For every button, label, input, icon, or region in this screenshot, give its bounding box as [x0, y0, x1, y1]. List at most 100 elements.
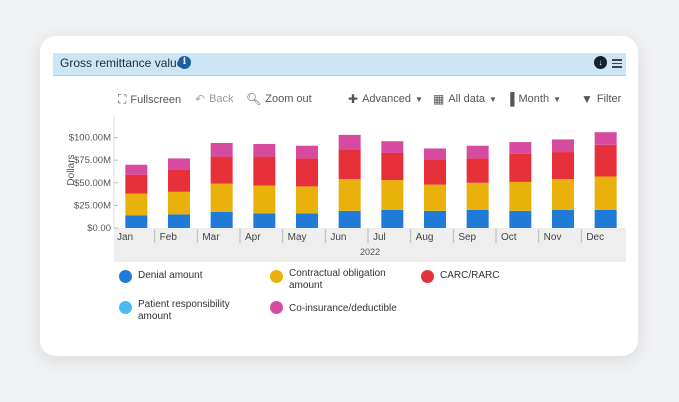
legend-label[interactable]: Contractual obligation amount — [289, 268, 386, 291]
legend-label[interactable]: CARC/RARC — [440, 270, 500, 281]
bar-segment-denial-amount[interactable] — [466, 209, 489, 228]
bar-segment-carc-rarc[interactable] — [296, 158, 318, 187]
y-tick-label: $75.00M — [74, 155, 111, 166]
bar-segment-carc-rarc[interactable] — [552, 152, 574, 180]
bar-segment-contractual-obligation-amount[interactable] — [296, 186, 318, 214]
x-tick-label: Oct — [501, 232, 517, 243]
bar-segment-contractual-obligation-amount[interactable] — [253, 185, 276, 214]
bar-segment-carc-rarc[interactable] — [210, 156, 233, 184]
x-tick-label: Sep — [458, 232, 476, 243]
filter-label: Filter — [596, 93, 622, 105]
bar-segment-denial-amount[interactable] — [594, 209, 617, 228]
chevron-down-icon: ▼ — [489, 94, 497, 104]
legend-marker[interactable] — [270, 301, 283, 314]
fullscreen-label: Fullscreen — [130, 93, 182, 106]
bar-segment-carc-rarc[interactable] — [466, 158, 489, 183]
x-tick-label: Aug — [416, 232, 434, 243]
legend-marker[interactable] — [119, 301, 132, 314]
bar-segment-co-insurance-deductible[interactable] — [466, 145, 489, 159]
legend-marker[interactable] — [421, 270, 434, 283]
bar-segment-co-insurance-deductible[interactable] — [594, 132, 617, 145]
bar-segment-denial-amount[interactable] — [210, 211, 233, 228]
download-icon[interactable]: ↓ — [594, 56, 607, 69]
back-label: Back — [209, 93, 234, 105]
x-tick-label: Nov — [544, 232, 562, 243]
bar-segment-denial-amount[interactable] — [509, 210, 532, 228]
bar-segment-carc-rarc[interactable] — [253, 156, 276, 186]
legend-label[interactable]: Patient responsibility amount — [138, 299, 230, 322]
advanced-label: Advanced — [362, 93, 411, 105]
bar-segment-contractual-obligation-amount[interactable] — [424, 184, 446, 211]
fullscreen-button[interactable]: ⛶ Fullscreen — [118, 92, 181, 107]
bar-segment-co-insurance-deductible[interactable] — [552, 139, 574, 153]
back-button[interactable]: ↶ Back — [195, 92, 234, 106]
y-tick-label: $25.00M — [74, 200, 111, 211]
all-data-button[interactable]: ▦ All data ▼ — [433, 92, 497, 106]
bar-segment-contractual-obligation-amount[interactable] — [210, 183, 233, 212]
bar-segment-co-insurance-deductible[interactable] — [168, 158, 190, 170]
bar-segment-carc-rarc[interactable] — [125, 174, 148, 194]
x-axis-band — [114, 228, 626, 262]
chart-title: Gross remittance value — [60, 56, 184, 70]
bar-segment-co-insurance-deductible[interactable] — [125, 164, 148, 175]
bar-segment-contractual-obligation-amount[interactable] — [552, 179, 574, 210]
fullscreen-icon: ⛶ — [118, 92, 127, 106]
bar-segment-co-insurance-deductible[interactable] — [424, 148, 446, 160]
zoom-out-label: Zoom out — [265, 93, 312, 105]
bar-segment-denial-amount[interactable] — [253, 213, 276, 228]
bar-segment-carc-rarc[interactable] — [424, 159, 446, 185]
legend-marker[interactable] — [270, 270, 283, 283]
legend-marker[interactable] — [119, 270, 132, 283]
zoom-out-button[interactable]: 🔍︎ Zoom out — [246, 92, 312, 106]
bar-segment-denial-amount[interactable] — [552, 209, 574, 228]
bar-segment-carc-rarc[interactable] — [338, 149, 361, 180]
bar-segment-contractual-obligation-amount[interactable] — [338, 179, 361, 211]
legend-label[interactable]: Denial amount — [138, 270, 203, 281]
bar-segment-carc-rarc[interactable] — [381, 152, 404, 181]
menu-icon[interactable] — [612, 57, 622, 68]
info-icon[interactable]: i — [178, 56, 191, 69]
bar-segment-contractual-obligation-amount[interactable] — [125, 193, 148, 216]
bar-segment-carc-rarc[interactable] — [509, 153, 532, 182]
bar-segment-denial-amount[interactable] — [424, 210, 446, 228]
x-axis-label: 2022 — [360, 247, 380, 257]
x-tick-label: Jul — [373, 232, 386, 243]
bar-segment-contractual-obligation-amount[interactable] — [381, 180, 404, 210]
bar-chart-icon: ▐ — [506, 92, 515, 106]
x-tick-label: Jun — [330, 232, 346, 243]
bar-segment-contractual-obligation-amount[interactable] — [168, 191, 190, 215]
bar-segment-co-insurance-deductible[interactable] — [381, 141, 404, 153]
x-tick-label: Mar — [202, 232, 220, 243]
legend-label[interactable]: Co-insurance/deductible — [289, 303, 397, 314]
chevron-down-icon: ▼ — [553, 94, 562, 104]
chart-header: Gross remittance value i ↓ — [53, 53, 626, 76]
bar-segment-co-insurance-deductible[interactable] — [338, 134, 361, 150]
zoom-out-icon: 🔍︎ — [246, 92, 262, 106]
x-tick-label: Feb — [160, 232, 178, 243]
calendar-icon: ▦ — [433, 92, 445, 106]
bar-segment-contractual-obligation-amount[interactable] — [466, 182, 489, 210]
bar-segment-denial-amount[interactable] — [125, 215, 148, 228]
filter-icon: ▼ — [581, 92, 593, 106]
bar-segment-co-insurance-deductible[interactable] — [253, 143, 276, 157]
bar-segment-co-insurance-deductible[interactable] — [509, 142, 532, 154]
y-tick-label: $50.00M — [74, 178, 111, 189]
filter-button[interactable]: ▼ Filter — [581, 92, 621, 106]
bar-segment-co-insurance-deductible[interactable] — [210, 143, 233, 157]
x-tick-label: Jan — [117, 232, 133, 243]
bar-segment-carc-rarc[interactable] — [594, 144, 617, 177]
month-label: Month — [518, 93, 550, 105]
bar-segment-contractual-obligation-amount[interactable] — [509, 181, 532, 211]
bar-segment-co-insurance-deductible[interactable] — [296, 145, 318, 159]
bar-segment-carc-rarc[interactable] — [168, 169, 190, 192]
bar-segment-denial-amount[interactable] — [381, 209, 404, 228]
bar-segment-denial-amount[interactable] — [296, 213, 318, 228]
month-button[interactable]: ▐ Month ▼ — [506, 92, 561, 106]
bar-segment-denial-amount[interactable] — [168, 214, 190, 228]
chevron-down-icon: ▼ — [415, 94, 423, 104]
bar-segment-denial-amount[interactable] — [338, 210, 361, 228]
bar-segment-contractual-obligation-amount[interactable] — [594, 176, 617, 210]
y-axis-label: Dollars — [66, 154, 77, 185]
advanced-button[interactable]: ✚ Advanced ▼ — [348, 92, 423, 106]
